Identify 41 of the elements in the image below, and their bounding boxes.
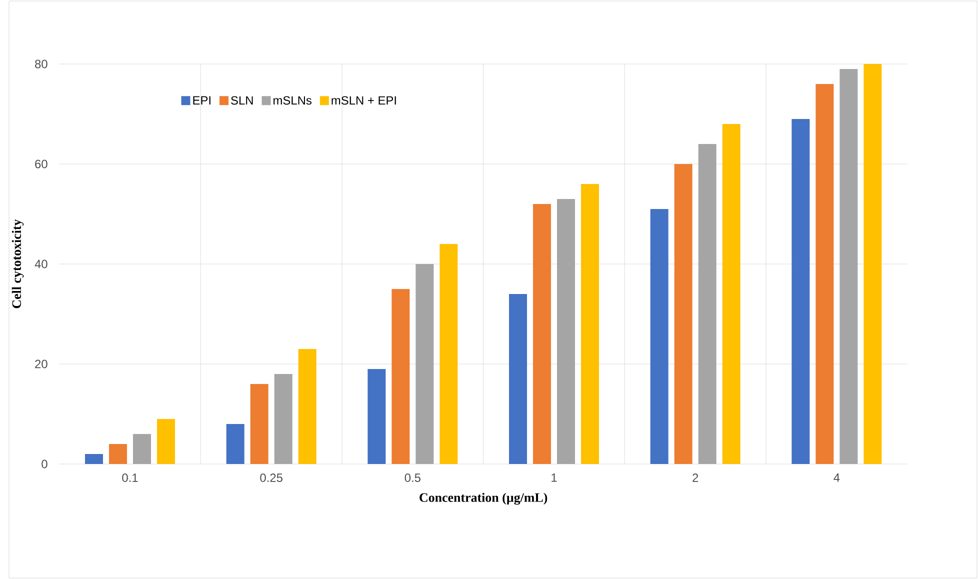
y-tick-label: 40: [34, 260, 48, 268]
bar: [440, 244, 458, 464]
legend-label: mSLN + EPI: [332, 96, 396, 105]
bar: [368, 369, 386, 464]
bar: [298, 349, 316, 464]
bar: [85, 454, 103, 464]
x-tick-label: 2: [692, 474, 698, 482]
y-tick-label: 60: [35, 160, 48, 168]
bar: [581, 184, 600, 464]
bar: [274, 374, 292, 464]
x-tick-label: 1: [552, 474, 557, 482]
x-axis-title: Concentration (µg/mL): [420, 492, 548, 505]
legend-label: SLN: [231, 96, 253, 105]
x-tick-label: 0.5: [404, 474, 420, 482]
bar: [674, 164, 692, 464]
bar: [133, 434, 151, 464]
bar: [722, 124, 740, 464]
bar: [864, 64, 882, 464]
bar: [533, 204, 552, 464]
bar: [557, 199, 576, 464]
bar: [792, 119, 810, 464]
x-tick-label: 0.1: [122, 474, 138, 482]
y-tick-label: 20: [35, 360, 48, 368]
bar: [698, 144, 716, 464]
bar: [416, 264, 434, 464]
bar: [109, 444, 127, 464]
bar: [816, 84, 834, 464]
y-axis-title: Cell cytotoxicity: [12, 219, 24, 308]
bar: [226, 424, 244, 464]
bar: [650, 209, 668, 464]
y-tick-label: 80: [35, 60, 48, 68]
bar: [509, 294, 528, 464]
legend-label: mSLNs: [274, 96, 312, 105]
bar: [840, 69, 858, 464]
y-tick-label: 0: [42, 460, 48, 468]
x-tick-label: 4: [834, 474, 840, 482]
bar: [392, 289, 410, 464]
bar: [157, 419, 175, 464]
legend-label: EPI: [193, 96, 210, 104]
x-tick-label: 0.25: [260, 474, 282, 482]
bar: [250, 384, 268, 464]
